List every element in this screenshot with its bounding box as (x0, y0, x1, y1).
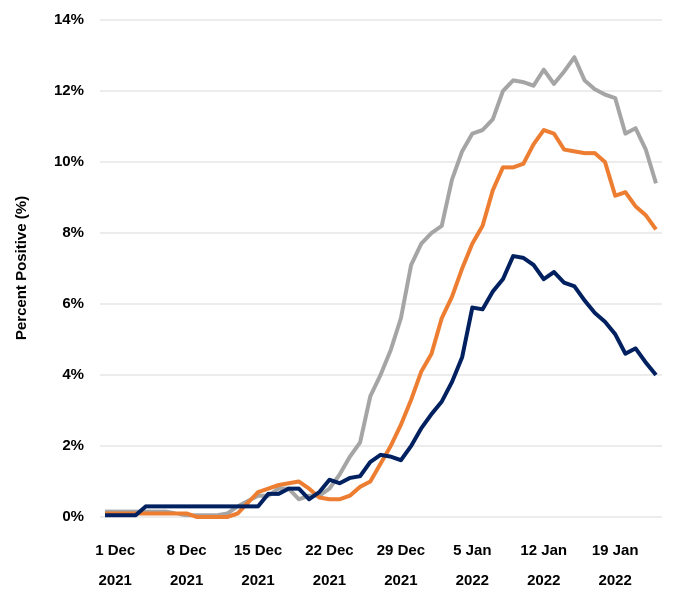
x-tick-label: 12 Jan 2022 (520, 542, 568, 589)
x-tick-label: 1 Dec 2021 (95, 542, 136, 589)
y-tick-label: 14% (54, 11, 84, 28)
series-line (105, 254, 658, 518)
y-tick-label: 6% (62, 295, 84, 312)
x-tick-label: 22 Dec 2021 (305, 542, 354, 589)
y-tick-label: 0% (62, 508, 84, 525)
x-tick-label: 19 Jan 2022 (591, 542, 639, 589)
x-tick-label: 29 Dec 2021 (376, 542, 426, 589)
y-tick-label: 2% (62, 437, 84, 454)
x-tick-label: 5 Jan 2022 (453, 542, 492, 589)
x-tick-label: 8 Dec 2021 (166, 542, 207, 589)
y-axis-label: Percent Positive (%) (13, 196, 30, 340)
y-tick-label: 8% (62, 224, 84, 241)
y-tick-label: 10% (54, 153, 84, 170)
x-tick-label: 15 Dec 2021 (233, 542, 283, 589)
y-tick-label: 4% (62, 366, 84, 383)
y-tick-label: 12% (54, 82, 84, 99)
series-line (105, 128, 658, 519)
